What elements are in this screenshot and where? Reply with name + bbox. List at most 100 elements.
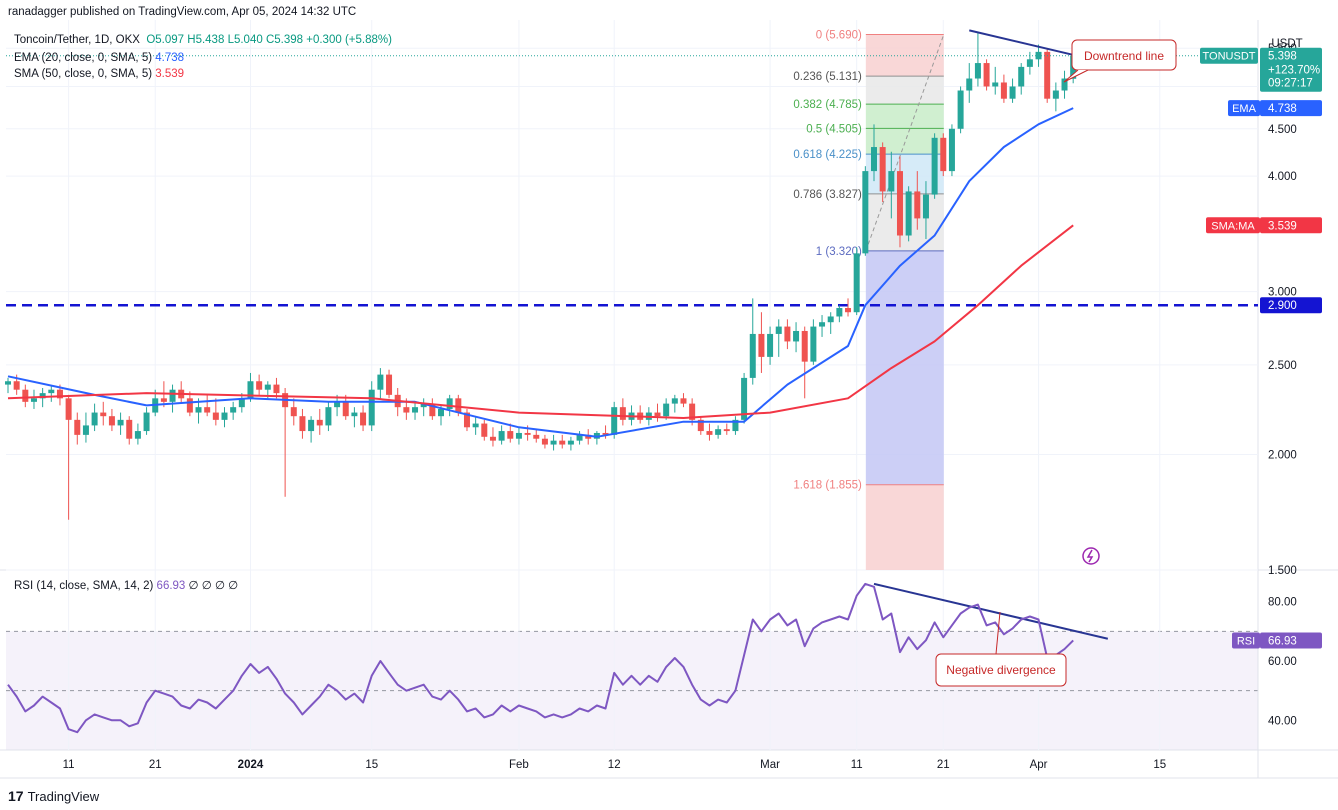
candle-body[interactable]	[905, 191, 912, 236]
candle-body[interactable]	[264, 384, 271, 390]
candle-body[interactable]	[680, 398, 687, 404]
lightning-icon[interactable]	[1082, 547, 1100, 565]
candle-body[interactable]	[316, 419, 323, 426]
candle-body[interactable]	[715, 429, 722, 435]
candle-body[interactable]	[91, 412, 98, 426]
candle-body[interactable]	[827, 316, 834, 323]
candle-body[interactable]	[896, 171, 903, 236]
candle-body[interactable]	[689, 403, 696, 420]
candle-body[interactable]	[992, 82, 999, 87]
candle-body[interactable]	[611, 407, 618, 435]
candle-body[interactable]	[957, 90, 964, 129]
candle-body[interactable]	[879, 147, 886, 192]
candle-body[interactable]	[22, 389, 29, 402]
candle-body[interactable]	[749, 333, 756, 378]
candle-body[interactable]	[13, 381, 20, 390]
candle-body[interactable]	[386, 374, 393, 395]
candle-body[interactable]	[403, 407, 410, 413]
candle-body[interactable]	[221, 412, 228, 420]
candle-body[interactable]	[723, 429, 730, 432]
candle-body[interactable]	[360, 412, 367, 426]
candle-body[interactable]	[429, 403, 436, 417]
candle-body[interactable]	[204, 407, 211, 413]
candle-body[interactable]	[706, 431, 713, 435]
candle-body[interactable]	[489, 436, 496, 441]
candle-body[interactable]	[541, 438, 548, 445]
candle-body[interactable]	[931, 137, 938, 195]
candle-body[interactable]	[966, 78, 973, 91]
candle-body[interactable]	[56, 389, 63, 399]
candle-body[interactable]	[801, 330, 808, 362]
candle-body[interactable]	[1000, 82, 1007, 99]
candle-body[interactable]	[5, 381, 11, 385]
candle-body[interactable]	[377, 374, 384, 390]
candle-body[interactable]	[472, 423, 479, 428]
candle-body[interactable]	[767, 333, 774, 357]
candle-body[interactable]	[117, 419, 124, 426]
candle-body[interactable]	[481, 423, 488, 437]
candle-body[interactable]	[438, 408, 444, 417]
candle-body[interactable]	[412, 407, 419, 413]
candle-body[interactable]	[576, 434, 583, 441]
candle-body[interactable]	[186, 398, 193, 413]
candle-body[interactable]	[793, 330, 800, 342]
candle-body[interactable]	[498, 431, 505, 441]
candle-body[interactable]	[82, 425, 89, 435]
candle-body[interactable]	[888, 171, 895, 192]
candle-body[interactable]	[100, 412, 107, 417]
candle-body[interactable]	[697, 419, 704, 432]
candle-body[interactable]	[39, 393, 46, 399]
candle-body[interactable]	[758, 333, 765, 357]
candle-body[interactable]	[585, 434, 592, 439]
candle-body[interactable]	[619, 407, 626, 420]
candle-body[interactable]	[273, 384, 280, 394]
candle-body[interactable]	[134, 431, 141, 439]
candle-body[interactable]	[654, 412, 661, 417]
candle-body[interactable]	[515, 432, 522, 439]
candle-body[interactable]	[290, 407, 297, 417]
candle-body[interactable]	[853, 253, 860, 313]
candle-body[interactable]	[30, 398, 37, 402]
candle-body[interactable]	[836, 308, 843, 317]
candle-body[interactable]	[922, 194, 929, 219]
candle-body[interactable]	[550, 440, 557, 445]
candle-body[interactable]	[1061, 78, 1068, 91]
candle-body[interactable]	[342, 401, 349, 417]
candle-body[interactable]	[732, 419, 739, 432]
candle-body[interactable]	[559, 440, 566, 445]
candle-body[interactable]	[143, 412, 150, 432]
candle-body[interactable]	[169, 389, 176, 402]
candle-body[interactable]	[160, 398, 167, 402]
candle-body[interactable]	[299, 416, 306, 432]
candle-body[interactable]	[948, 128, 955, 172]
candle-body[interactable]	[974, 63, 981, 79]
candle-body[interactable]	[238, 398, 245, 408]
candle-body[interactable]	[455, 398, 462, 413]
candle-body[interactable]	[446, 398, 453, 409]
candle-body[interactable]	[775, 326, 782, 334]
candle-body[interactable]	[212, 412, 219, 420]
candle-body[interactable]	[567, 440, 574, 445]
candle-body[interactable]	[663, 403, 670, 417]
candle-body[interactable]	[463, 412, 470, 428]
candle-body[interactable]	[74, 419, 81, 435]
candle-body[interactable]	[1052, 90, 1059, 99]
candle-body[interactable]	[914, 191, 921, 219]
candle-body[interactable]	[351, 412, 358, 417]
candle-body[interactable]	[126, 419, 133, 439]
candle-body[interactable]	[48, 389, 55, 394]
candle-body[interactable]	[810, 326, 817, 362]
candle-body[interactable]	[65, 398, 72, 420]
candle-body[interactable]	[845, 308, 852, 313]
candle-body[interactable]	[308, 419, 315, 432]
candle-body[interactable]	[334, 401, 341, 408]
candle-body[interactable]	[368, 389, 375, 426]
candle-body[interactable]	[420, 403, 427, 408]
candle-body[interactable]	[507, 431, 514, 439]
candle-body[interactable]	[940, 137, 947, 172]
candle-body[interactable]	[1044, 51, 1051, 99]
candle-body[interactable]	[862, 171, 869, 254]
candle-body[interactable]	[819, 322, 826, 327]
candle-body[interactable]	[256, 381, 263, 390]
candle-body[interactable]	[195, 407, 202, 413]
